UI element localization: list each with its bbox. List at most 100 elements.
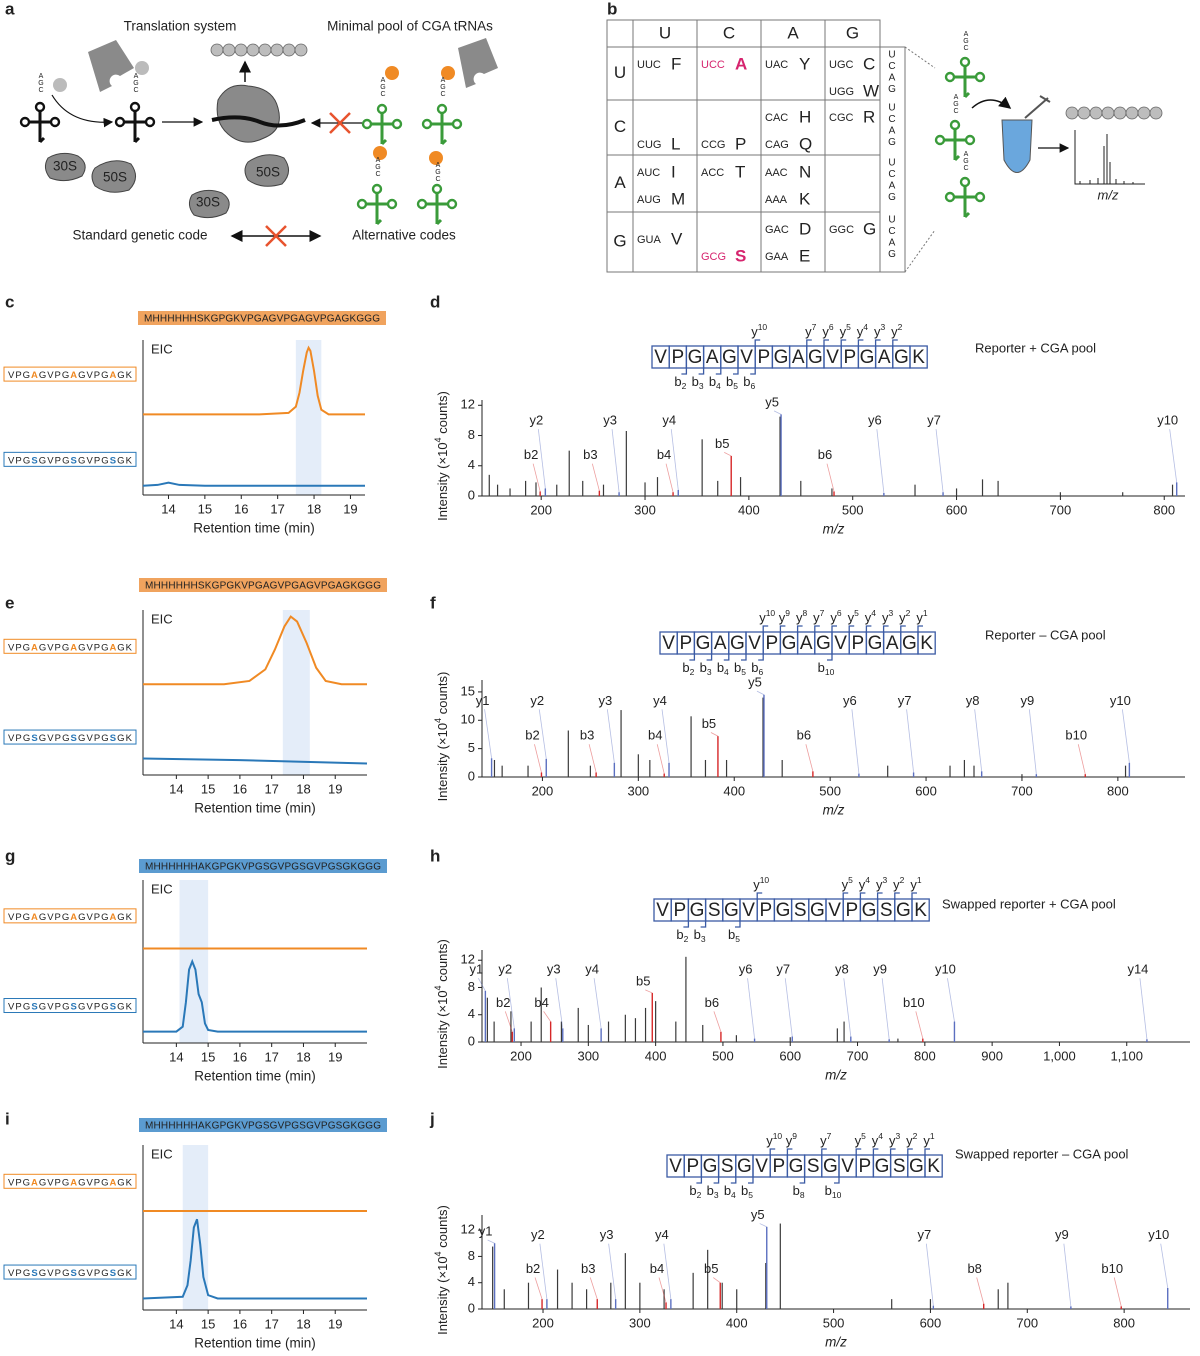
b-ion: b6: [751, 660, 763, 677]
residue: G: [896, 900, 911, 921]
b-break: [741, 654, 747, 661]
trace: [143, 345, 365, 416]
ion-label: y9: [873, 962, 887, 977]
residue: P: [858, 1156, 871, 1177]
ion-letter: b: [674, 374, 681, 389]
y-ion: y5: [840, 322, 852, 339]
residue: G: [117, 733, 124, 744]
letter: A: [441, 77, 446, 84]
amino-acid: L: [671, 134, 680, 153]
residue: P: [15, 642, 21, 653]
panel-label: e: [5, 593, 14, 612]
ion-letter: y: [872, 1133, 879, 1148]
y-tick-label: 15: [461, 683, 475, 698]
x-tick-label: 700: [1016, 1315, 1038, 1330]
ion-number: 10: [825, 667, 835, 677]
leader: [759, 1223, 767, 1228]
panel-label: b: [607, 0, 617, 18]
letter: G: [38, 80, 43, 87]
ion-letter: y: [906, 1133, 913, 1148]
residue: P: [843, 347, 856, 368]
amino-acid: S: [735, 246, 746, 265]
ion-label: b6: [797, 728, 811, 743]
x-tick-label: 17: [270, 501, 284, 516]
caption: Minimal pool of CGA tRNAs: [327, 19, 493, 34]
b-break: [689, 654, 696, 661]
y-ion: y9: [786, 1131, 798, 1148]
b-ion: b4: [709, 374, 721, 391]
label-sup: 4: [433, 985, 443, 990]
residue: V: [8, 733, 15, 744]
b-ion: b2: [682, 660, 694, 677]
ion-letter: y: [753, 877, 760, 892]
letter: A: [964, 151, 969, 158]
leader: [504, 1011, 513, 1032]
y-ion: y6: [830, 608, 842, 625]
x-tick-label: 14: [161, 501, 175, 516]
ion-label: b10: [1065, 728, 1087, 743]
leader: [747, 978, 755, 1039]
x-tick-label: 18: [296, 781, 310, 796]
ion-label: y6: [868, 413, 882, 428]
residue-box: [917, 631, 936, 655]
residue: G: [117, 642, 124, 653]
residue: P: [55, 1001, 61, 1012]
residue: G: [117, 1268, 124, 1279]
leader: [1113, 1277, 1122, 1307]
residue: S: [71, 1268, 77, 1279]
third-position: G: [888, 249, 896, 260]
residue: G: [39, 1177, 46, 1188]
leader: [538, 709, 547, 759]
residue: G: [39, 642, 46, 653]
residue: V: [841, 1156, 854, 1177]
codon: UAC: [765, 59, 788, 71]
leader: [591, 463, 600, 491]
y-break: [855, 1148, 862, 1155]
y-ion: y10: [751, 322, 767, 339]
y-break: [796, 625, 803, 632]
x-tick-label: 15: [201, 1316, 215, 1331]
y-break: [762, 625, 769, 632]
amino-acid: I: [671, 162, 676, 181]
ion-label: y7: [776, 962, 790, 977]
leader: [1139, 978, 1148, 1040]
x-tick-label: 400: [726, 1315, 748, 1330]
x-tick-label: 600: [946, 502, 968, 517]
ion-label: y4: [653, 693, 667, 708]
panel-label: c: [5, 292, 14, 311]
y-ion: y4: [859, 875, 871, 892]
residue: V: [826, 347, 839, 368]
b-break: [748, 1177, 754, 1184]
codon-grid: [606, 19, 936, 273]
ion-label: b5: [715, 436, 729, 451]
x-tick-label: 200: [530, 502, 552, 517]
x-tick-label: 400: [645, 1048, 667, 1063]
residue: P: [759, 900, 772, 921]
residue: V: [8, 1177, 15, 1188]
ion-number: 10: [758, 322, 768, 332]
green-trnas: [356, 66, 463, 226]
ion-number: 1: [923, 608, 928, 618]
factor-shape: [458, 38, 498, 88]
residue: P: [55, 1268, 61, 1279]
residue: V: [662, 633, 675, 654]
peptide-label: VPGSGVPGSGVPGSGK: [8, 1001, 133, 1012]
x-tick-label: 700: [1011, 783, 1033, 798]
amino-acid: F: [671, 54, 681, 73]
residue: V: [656, 900, 669, 921]
ion-number: 3: [882, 875, 887, 885]
peptide-box: [3, 908, 137, 924]
codon: AAA: [765, 194, 788, 206]
ion-number: 9: [792, 1131, 797, 1141]
ion-number: 2: [697, 1190, 702, 1200]
spectrum-title: Swapped reporter – CGA pool: [955, 1146, 1129, 1161]
y-break: [917, 625, 923, 632]
leader: [881, 978, 890, 1040]
leader: [1169, 429, 1178, 483]
residue: G: [117, 911, 124, 922]
y-ion: y7: [820, 1131, 832, 1148]
ion-label: y4: [662, 413, 676, 428]
